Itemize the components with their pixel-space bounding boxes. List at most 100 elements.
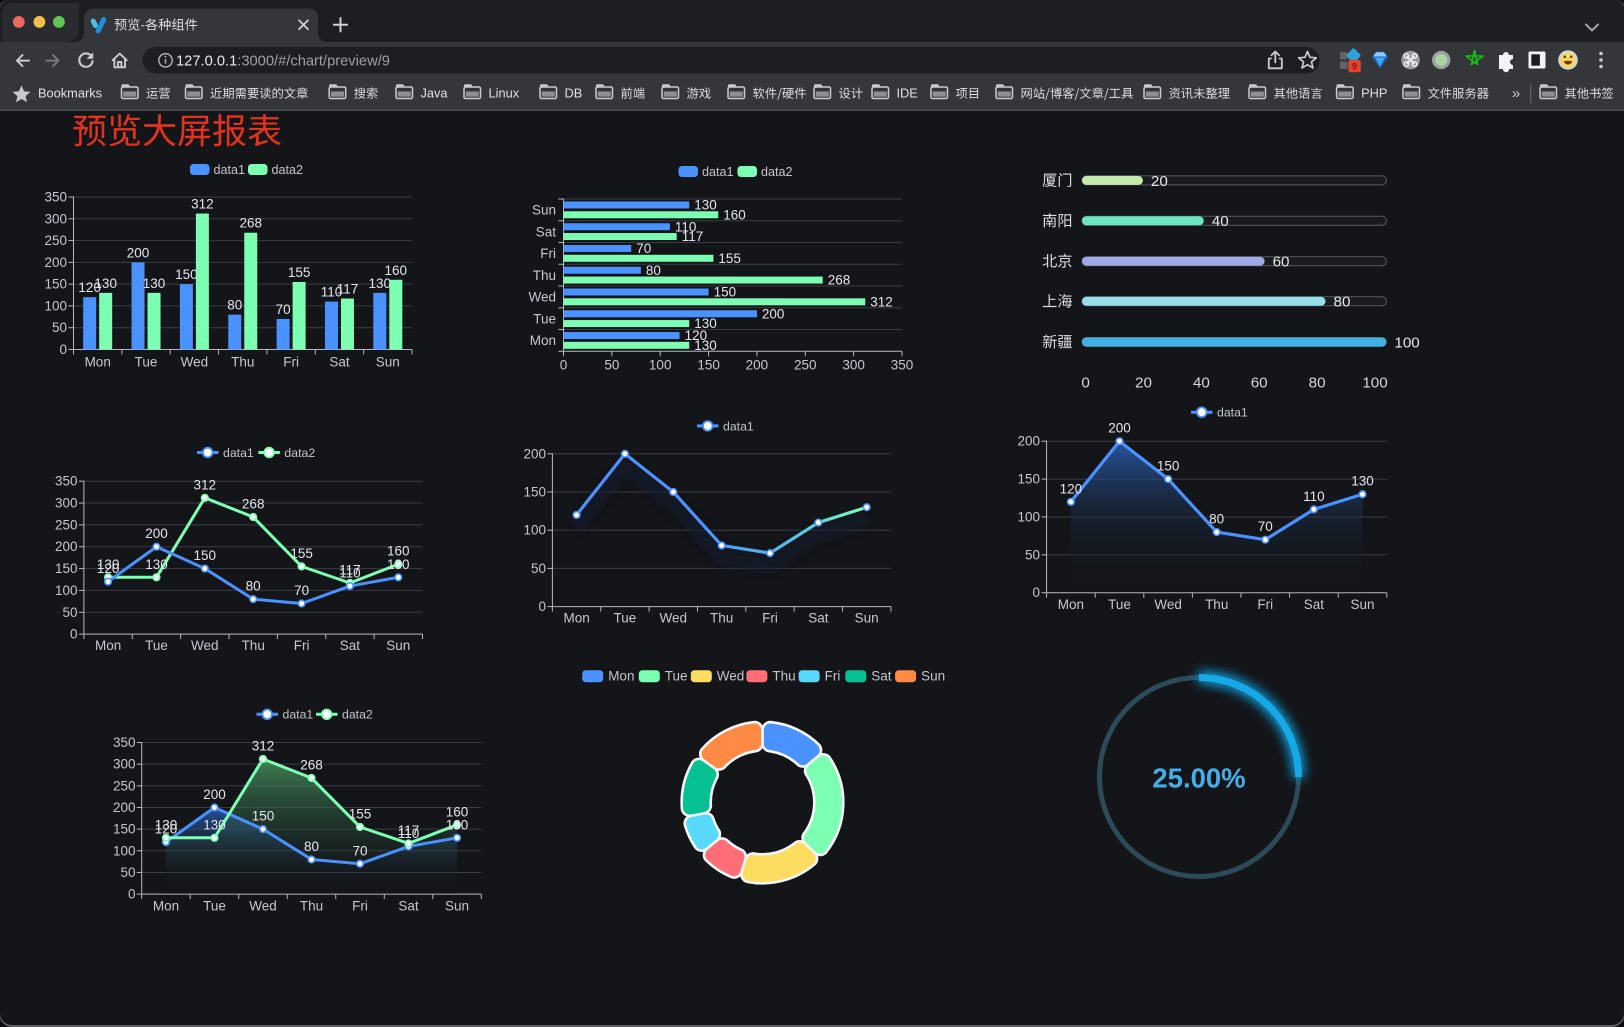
- svg-text:268: 268: [828, 273, 851, 288]
- svg-text:117: 117: [339, 563, 361, 578]
- svg-text:300: 300: [842, 358, 865, 373]
- svg-text:300: 300: [113, 757, 136, 772]
- svg-text:Sat: Sat: [536, 224, 557, 239]
- svg-text:Wed: Wed: [1154, 597, 1182, 612]
- svg-text:Tue: Tue: [614, 611, 637, 626]
- svg-text:70: 70: [1258, 519, 1273, 534]
- svg-text:Thu: Thu: [772, 669, 795, 684]
- svg-text:Sun: Sun: [445, 899, 469, 914]
- svg-text:80: 80: [227, 298, 242, 313]
- svg-text:200: 200: [746, 358, 769, 373]
- svg-text:130: 130: [1351, 474, 1374, 489]
- svg-text:0: 0: [70, 627, 78, 642]
- svg-text:120: 120: [685, 328, 708, 343]
- svg-text:Sat: Sat: [340, 638, 361, 653]
- svg-text:350: 350: [55, 474, 78, 489]
- svg-text:Fri: Fri: [825, 669, 841, 684]
- svg-text:data2: data2: [761, 165, 793, 179]
- svg-text:Sat: Sat: [398, 899, 419, 914]
- svg-text:268: 268: [300, 758, 323, 773]
- svg-text:Bookmarks: Bookmarks: [38, 86, 102, 101]
- svg-text:150: 150: [697, 358, 720, 373]
- svg-text:Wed: Wed: [249, 899, 277, 914]
- svg-text:130: 130: [203, 817, 226, 832]
- svg-text:50: 50: [604, 358, 619, 373]
- svg-text:150: 150: [44, 277, 67, 292]
- svg-text:100: 100: [1017, 510, 1040, 525]
- svg-text:117: 117: [337, 282, 359, 297]
- svg-text:DB: DB: [565, 86, 583, 101]
- svg-text:120: 120: [1060, 481, 1083, 496]
- svg-text:Tue: Tue: [135, 355, 158, 370]
- svg-text:Mon: Mon: [95, 638, 121, 653]
- svg-text:Mon: Mon: [85, 355, 111, 370]
- svg-text:data1: data1: [723, 419, 754, 433]
- svg-text:130: 130: [694, 316, 717, 331]
- svg-text:Fri: Fri: [294, 638, 310, 653]
- svg-text:200: 200: [113, 800, 136, 815]
- svg-text:Mon: Mon: [530, 333, 556, 348]
- svg-text:150: 150: [194, 548, 217, 563]
- svg-text:Wed: Wed: [181, 355, 209, 370]
- svg-text:Sat: Sat: [1304, 597, 1325, 612]
- svg-text:130: 130: [143, 276, 166, 291]
- svg-text:Wed: Wed: [528, 290, 556, 305]
- svg-text:300: 300: [44, 211, 67, 226]
- svg-text:Tue: Tue: [203, 899, 226, 914]
- svg-text:130: 130: [145, 557, 168, 572]
- svg-text:data1: data1: [702, 165, 734, 179]
- svg-text:130: 130: [387, 557, 410, 572]
- svg-text:0: 0: [1032, 585, 1040, 600]
- svg-text:110: 110: [321, 285, 343, 300]
- svg-text:312: 312: [870, 294, 893, 309]
- svg-text:160: 160: [385, 263, 408, 278]
- svg-text:Sun: Sun: [1350, 597, 1374, 612]
- svg-text:Mon: Mon: [153, 899, 179, 914]
- svg-text:155: 155: [288, 265, 311, 280]
- svg-text:0: 0: [1081, 375, 1089, 392]
- svg-text:50: 50: [1025, 547, 1040, 562]
- svg-text:250: 250: [113, 778, 136, 793]
- svg-text:80: 80: [1209, 512, 1224, 527]
- svg-text:200: 200: [203, 787, 226, 802]
- svg-text:350: 350: [113, 735, 136, 750]
- svg-text:data2: data2: [342, 708, 373, 722]
- svg-text:200: 200: [1017, 434, 1040, 449]
- svg-text:110: 110: [398, 826, 420, 841]
- svg-text:100: 100: [1362, 375, 1387, 392]
- svg-text:100: 100: [55, 583, 78, 598]
- svg-text:Sat: Sat: [329, 355, 350, 370]
- svg-text:100: 100: [649, 358, 672, 373]
- svg-text:Sun: Sun: [921, 669, 945, 684]
- svg-text:Mon: Mon: [563, 611, 589, 626]
- svg-text:40: 40: [1193, 375, 1210, 392]
- svg-text:300: 300: [55, 496, 78, 511]
- svg-text:50: 50: [52, 320, 67, 335]
- svg-text:data2: data2: [272, 163, 304, 177]
- svg-text:Java: Java: [421, 86, 449, 101]
- svg-text:127.0.0.1:3000/#/chart/preview: 127.0.0.1:3000/#/chart/preview/9: [176, 53, 390, 69]
- svg-text:80: 80: [1309, 375, 1326, 392]
- svg-text:100: 100: [113, 843, 136, 858]
- svg-text:Tue: Tue: [533, 311, 556, 326]
- svg-text:Sun: Sun: [376, 355, 400, 370]
- svg-text:Fri: Fri: [352, 899, 368, 914]
- svg-text:Thu: Thu: [242, 638, 265, 653]
- svg-text:117: 117: [682, 229, 704, 244]
- svg-text:117: 117: [398, 823, 420, 838]
- svg-text:70: 70: [636, 241, 651, 256]
- svg-text:Fri: Fri: [1257, 597, 1273, 612]
- svg-text:130: 130: [155, 817, 178, 832]
- svg-text:150: 150: [175, 267, 198, 282]
- svg-text:Thu: Thu: [231, 355, 254, 370]
- svg-text:200: 200: [762, 306, 785, 321]
- svg-text:0: 0: [538, 599, 546, 614]
- svg-text:PHP: PHP: [1361, 86, 1387, 101]
- svg-text:Fri: Fri: [283, 355, 299, 370]
- svg-text:20: 20: [1135, 375, 1152, 392]
- svg-text:50: 50: [62, 605, 77, 620]
- svg-text:Tue: Tue: [1108, 597, 1131, 612]
- svg-text:110: 110: [339, 566, 361, 581]
- svg-text:150: 150: [252, 809, 275, 824]
- svg-text:155: 155: [718, 251, 741, 266]
